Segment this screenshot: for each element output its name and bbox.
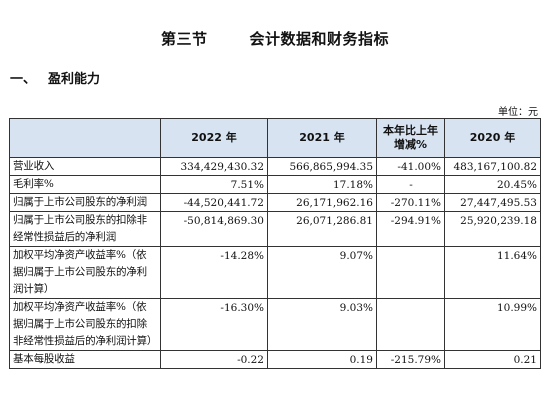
cell-2021: 26,071,286.81 — [267, 211, 377, 247]
cell-2021: 17.18% — [267, 175, 377, 194]
row-label: 营业收入 — [9, 157, 161, 176]
cell-2020: 0.21 — [444, 350, 541, 369]
subsection-number: 一、 — [10, 72, 37, 87]
cell-change: -294.91% — [376, 211, 445, 247]
table-header-row: 2022 年 2021 年 本年比上年增减% 2020 年 — [9, 118, 541, 158]
row-label: 归属于上市公司股东的扣除非经常性损益后的净利润 — [9, 211, 161, 247]
unit-note: 单位：元 — [498, 107, 538, 118]
cell-2020: 27,447,495.53 — [444, 193, 541, 212]
cell-2021: 566,865,994.35 — [267, 157, 377, 176]
financial-indicators-table: 2022 年 2021 年 本年比上年增减% 2020 年 营业收入 334,4… — [9, 118, 541, 369]
cell-2022: -0.22 — [160, 350, 268, 369]
cell-2021: 26,171,962.16 — [267, 193, 377, 212]
row-label: 加权平均净资产收益率%（依据归属于上市公司股东的净利润计算） — [9, 246, 161, 299]
row-label: 归属于上市公司股东的净利润 — [9, 193, 161, 212]
header-cell-item — [9, 118, 161, 158]
cell-2022: -50,814,869.30 — [160, 211, 268, 247]
subsection-heading: 一、 盈利能力 — [10, 68, 100, 87]
row-label: 基本每股收益 — [9, 350, 161, 369]
header-cell-2022: 2022 年 — [160, 118, 268, 158]
cell-change: -215.79% — [376, 350, 445, 369]
cell-2020: 483,167,100.82 — [444, 157, 541, 176]
cell-change — [376, 298, 445, 351]
table-row: 归属于上市公司股东的扣除非经常性损益后的净利润 -50,814,869.30 2… — [9, 211, 541, 247]
document-title: 第三节 会计数据和财务指标 — [0, 28, 550, 49]
cell-2020: 25,920,239.18 — [444, 211, 541, 247]
cell-change: -270.11% — [376, 193, 445, 212]
cell-2022: 7.51% — [160, 175, 268, 194]
cell-2020: 11.64% — [444, 246, 541, 299]
cell-2022: -44,520,441.72 — [160, 193, 268, 212]
header-cell-2021: 2021 年 — [267, 118, 377, 158]
cell-2022: -16.30% — [160, 298, 268, 351]
section-name: 会计数据和财务指标 — [249, 30, 390, 48]
table-row: 加权平均净资产收益率%（依据归属于上市公司股东的扣除非经常性损益后的净利润计算）… — [9, 298, 541, 351]
table-row: 毛利率% 7.51% 17.18% - 20.45% — [9, 175, 541, 194]
header-cell-2020: 2020 年 — [444, 118, 541, 158]
cell-2020: 10.99% — [444, 298, 541, 351]
cell-change: - — [376, 175, 445, 194]
cell-2021: 9.07% — [267, 246, 377, 299]
table-row: 营业收入 334,429,430.32 566,865,994.35 -41.0… — [9, 157, 541, 176]
section-number: 第三节 — [160, 30, 208, 48]
cell-2022: -14.28% — [160, 246, 268, 299]
header-cell-change: 本年比上年增减% — [376, 118, 445, 158]
table-row: 加权平均净资产收益率%（依据归属于上市公司股东的净利润计算） -14.28% 9… — [9, 246, 541, 299]
row-label: 加权平均净资产收益率%（依据归属于上市公司股东的扣除非经常性损益后的净利润计算） — [9, 298, 161, 351]
subsection-name: 盈利能力 — [48, 72, 101, 87]
table-row: 基本每股收益 -0.22 0.19 -215.79% 0.21 — [9, 350, 541, 369]
table-row: 归属于上市公司股东的净利润 -44,520,441.72 26,171,962.… — [9, 193, 541, 212]
cell-change — [376, 246, 445, 299]
cell-change: -41.00% — [376, 157, 445, 176]
row-label: 毛利率% — [9, 175, 161, 194]
cell-2020: 20.45% — [444, 175, 541, 194]
cell-2022: 334,429,430.32 — [160, 157, 268, 176]
cell-2021: 0.19 — [267, 350, 377, 369]
cell-2021: 9.03% — [267, 298, 377, 351]
